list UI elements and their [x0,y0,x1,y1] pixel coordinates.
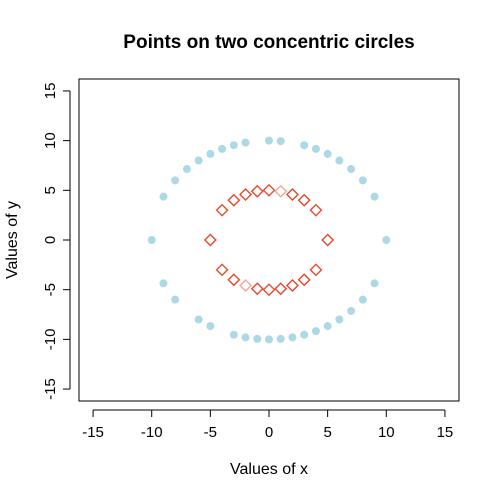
data-point [335,315,344,324]
data-point [347,306,356,315]
plot-frame [78,78,460,402]
x-tick-label: -15 [82,424,104,441]
x-axis-label: Values of x [230,461,308,478]
data-point [321,233,335,247]
data-point [215,203,229,217]
data-point [370,192,379,201]
data-point [262,183,276,197]
data-point [241,138,250,147]
data-point [206,322,215,331]
data-point [253,334,262,343]
data-point [203,233,217,247]
data-point [229,141,238,150]
x-tick-label: 15 [437,424,454,441]
data-point [194,315,203,324]
data-point [239,279,253,293]
y-tick-label: -15 [42,378,59,400]
x-tick-label: -5 [204,424,217,441]
data-point [276,334,285,343]
data-point [265,136,273,145]
y-tick-label: 0 [42,236,59,244]
data-point [309,263,323,277]
data-point [300,141,309,150]
data-point [171,176,180,185]
data-point [358,295,367,304]
data-point [159,192,168,201]
data-point [297,273,311,287]
y-tick-label: -10 [42,329,59,351]
data-point [347,165,356,174]
data-point [370,279,379,288]
data-point [227,273,241,287]
data-point [229,330,238,339]
y-tick-label: 15 [42,83,59,100]
y-tick-label: 5 [42,186,59,194]
data-point [206,149,215,158]
data-point [311,327,320,336]
data-point [241,333,250,342]
data-point [239,187,253,201]
x-tick-label: 5 [323,424,331,441]
data-point [300,330,309,339]
data-point [297,193,311,207]
data-point [194,156,203,165]
data-point [323,149,332,158]
data-point [274,184,288,198]
data-point [250,184,264,198]
data-point [250,282,264,296]
data-point [309,203,323,217]
data-point [262,283,276,297]
data-point [227,193,241,207]
data-point [382,236,391,244]
data-point [358,176,367,185]
data-point [159,279,168,288]
data-point [215,263,229,277]
data-point [182,165,191,174]
y-tick-label: 10 [42,132,59,149]
data-points [147,136,391,344]
data-point [323,322,332,331]
data-point [335,156,344,165]
data-point [171,295,180,304]
y-axis-label: Values of y [4,201,21,279]
x-tick-label: -10 [141,424,163,441]
data-point [288,333,297,342]
data-point [285,279,299,293]
x-axis: -15 -10 -5 0 5 10 15 [82,409,454,441]
chart-title: Points on two concentric circles [123,32,414,53]
y-axis: -15 -10 -5 0 5 10 15 [42,83,71,400]
data-point [147,236,156,244]
data-point [276,137,285,146]
data-point [274,282,288,296]
x-tick-label: 0 [265,424,273,441]
y-tick-label: -5 [42,283,59,296]
data-point [311,144,320,153]
data-point [218,144,227,153]
x-tick-label: 10 [378,424,395,441]
data-point [265,335,273,344]
data-point [285,187,299,201]
